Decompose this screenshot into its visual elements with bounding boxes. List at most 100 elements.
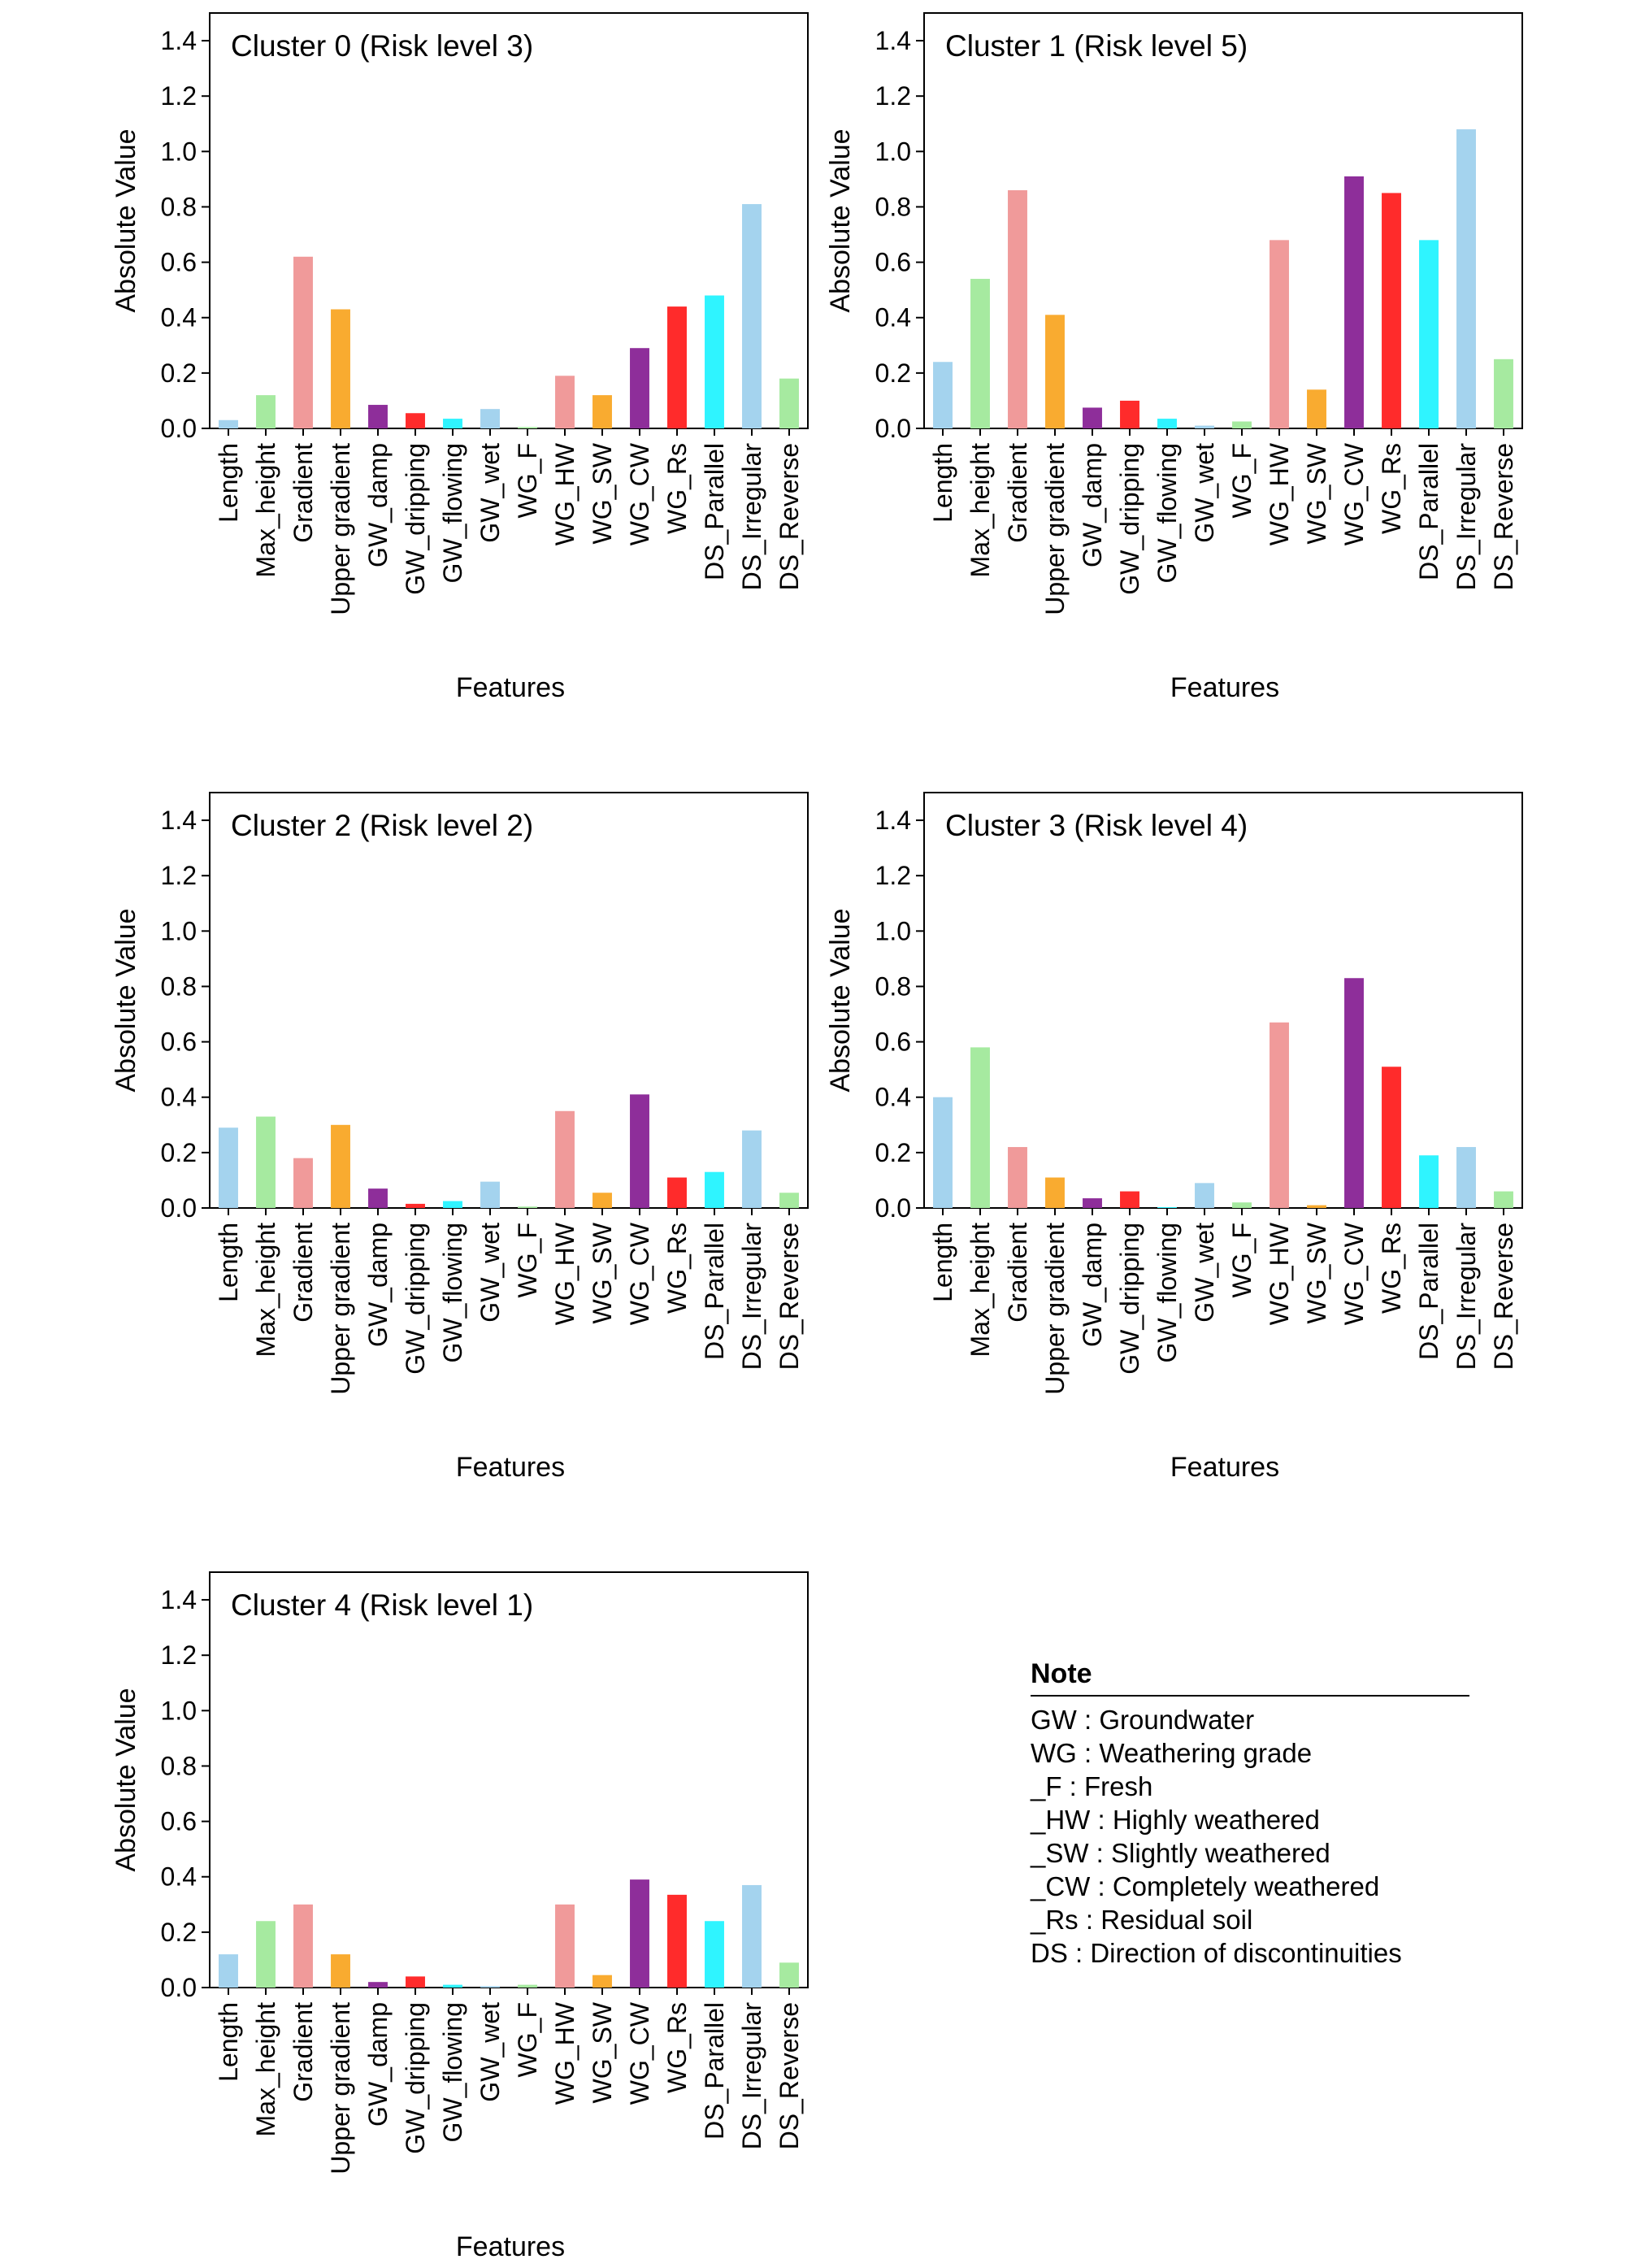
chart-title: Cluster 1 (Risk level 5): [945, 29, 1248, 63]
x-tick-label: Upper gradient: [1040, 443, 1070, 615]
y-tick-label: 1.4: [875, 806, 911, 835]
x-tick-label: WG_F: [1227, 1223, 1257, 1297]
x-tick-label: DS_Parallel: [1414, 443, 1443, 580]
bar-wg_rs: [667, 1177, 687, 1208]
x-tick-label: Max_height: [251, 2002, 280, 2137]
x-tick-label: WG_HW: [1265, 442, 1294, 545]
bar-length: [933, 362, 953, 428]
bar-wg_f: [518, 427, 537, 428]
bar-length: [933, 1097, 953, 1208]
plot-frame: [209, 792, 809, 1209]
bar-max_height: [256, 1116, 276, 1208]
bar-gw_damp: [368, 405, 388, 428]
x-tick-label: GW_wet: [475, 443, 505, 543]
bar-wg_rs: [1382, 1067, 1401, 1208]
bar-gw_flowing: [443, 419, 462, 428]
chart-title: Cluster 2 (Risk level 2): [231, 809, 533, 842]
x-tick-label: GW_wet: [475, 1223, 505, 1323]
bar-max_height: [970, 1047, 990, 1208]
x-tick-label: GW_flowing: [438, 1223, 467, 1363]
bar-wg_f: [518, 1984, 537, 1988]
x-tick-label: Upper gradient: [326, 2002, 355, 2175]
x-tick-label: DS_Parallel: [700, 1223, 729, 1360]
x-tick-label: Length: [928, 443, 957, 523]
note-line-cw: _CW : Completely weathered: [1031, 1871, 1380, 1901]
bar-gw_damp: [368, 1982, 388, 1988]
x-tick-label: GW_damp: [1078, 443, 1107, 567]
y-axis-label: Absolute Value: [111, 1688, 141, 1871]
note-line-f: _F : Fresh: [1031, 1771, 1153, 1801]
bar-gw_dripping: [406, 1203, 425, 1208]
x-tick-label: WG_Rs: [1377, 443, 1406, 534]
note-line-hw: _HW : Highly weathered: [1031, 1805, 1320, 1835]
bar-gw_wet: [480, 1986, 500, 1988]
x-tick-label: WG_HW: [1265, 1222, 1294, 1325]
plot-frame: [923, 12, 1523, 429]
bar-upper-gradient: [1045, 1177, 1065, 1208]
y-tick-label: 0.6: [161, 248, 197, 277]
bar-gradient: [293, 1158, 313, 1208]
y-tick-label: 0.4: [161, 1862, 197, 1892]
bar-upper-gradient: [331, 309, 350, 428]
bar-wg_f: [1232, 421, 1252, 428]
x-tick-label: Gradient: [289, 443, 318, 543]
x-tick-label: GW_dripping: [401, 2002, 430, 2154]
y-tick-label: 0.8: [161, 192, 197, 221]
bar-gw_dripping: [406, 1976, 425, 1988]
y-tick-label: 1.2: [161, 861, 197, 890]
x-tick-label: GW_damp: [1078, 1223, 1107, 1347]
x-tick-label: WG_SW: [1302, 442, 1331, 544]
bar-gradient: [293, 1904, 313, 1988]
y-tick-label: 0.4: [161, 1083, 197, 1112]
x-tick-label: WG_CW: [1339, 442, 1369, 545]
note-box: Note GW : Groundwater WG : Weathering gr…: [1031, 1658, 1469, 1970]
bar-ds_irregular: [1456, 1147, 1476, 1208]
bar-wg_rs: [667, 1894, 687, 1988]
y-tick-label: 1.0: [161, 916, 197, 945]
x-tick-label: DS_Irregular: [1452, 1223, 1481, 1371]
y-tick-label: 0.0: [875, 1193, 911, 1223]
x-tick-label: WG_SW: [1302, 1222, 1331, 1323]
y-tick-label: 0.6: [161, 1028, 197, 1057]
x-tick-label: WG_Rs: [662, 2002, 692, 2093]
bar-length: [219, 1954, 238, 1988]
bar-gw_wet: [1195, 1183, 1214, 1208]
x-tick-label: WG_SW: [588, 442, 617, 544]
bar-gradient: [1008, 1147, 1027, 1208]
x-tick-label: WG_F: [1227, 443, 1257, 518]
chart-panel-2: 0.0 0.2 0.4 0.6 0.8 1.0 1.2 1.4 Length Max_height…: [111, 792, 809, 1483]
y-tick-label: 1.0: [875, 916, 911, 945]
bar-max_height: [970, 279, 990, 428]
bar-ds_irregular: [742, 204, 762, 428]
y-tick-label: 1.0: [161, 137, 197, 166]
x-tick-label: GW_dripping: [1115, 1223, 1144, 1375]
y-tick-label: 0.2: [161, 1138, 197, 1167]
bar-length: [219, 1127, 238, 1208]
x-tick-label: Gradient: [1003, 1223, 1032, 1323]
bar-max_height: [256, 1921, 276, 1988]
x-tick-label: Upper gradient: [1040, 1223, 1070, 1395]
bar-wg_rs: [1382, 193, 1401, 428]
bar-wg_cw: [1344, 978, 1364, 1208]
y-tick-label: 0.2: [161, 1918, 197, 1947]
bar-upper-gradient: [1045, 315, 1065, 428]
note-line-ds: DS : Direction of discontinuities: [1031, 1938, 1402, 1968]
bar-max_height: [256, 395, 276, 428]
bar-wg_cw: [1344, 176, 1364, 428]
bar-gw_flowing: [1157, 1206, 1177, 1208]
bar-gw_dripping: [406, 413, 425, 428]
bar-gradient: [1008, 190, 1027, 428]
y-tick-label: 0.2: [875, 1138, 911, 1167]
bar-ds_irregular: [742, 1130, 762, 1208]
bar-wg_hw: [1270, 240, 1289, 428]
x-tick-label: DS_Irregular: [1452, 443, 1481, 591]
bar-upper-gradient: [331, 1124, 350, 1208]
bar-gw_flowing: [443, 1201, 462, 1208]
bar-gw_wet: [1195, 425, 1214, 428]
chart-title: Cluster 0 (Risk level 3): [231, 29, 533, 63]
bar-ds_irregular: [1456, 129, 1476, 428]
bar-ds_reverse: [779, 1962, 799, 1988]
bar-wg_hw: [555, 376, 575, 428]
bar-wg_sw: [592, 1193, 612, 1208]
x-tick-label: Gradient: [289, 2002, 318, 2102]
